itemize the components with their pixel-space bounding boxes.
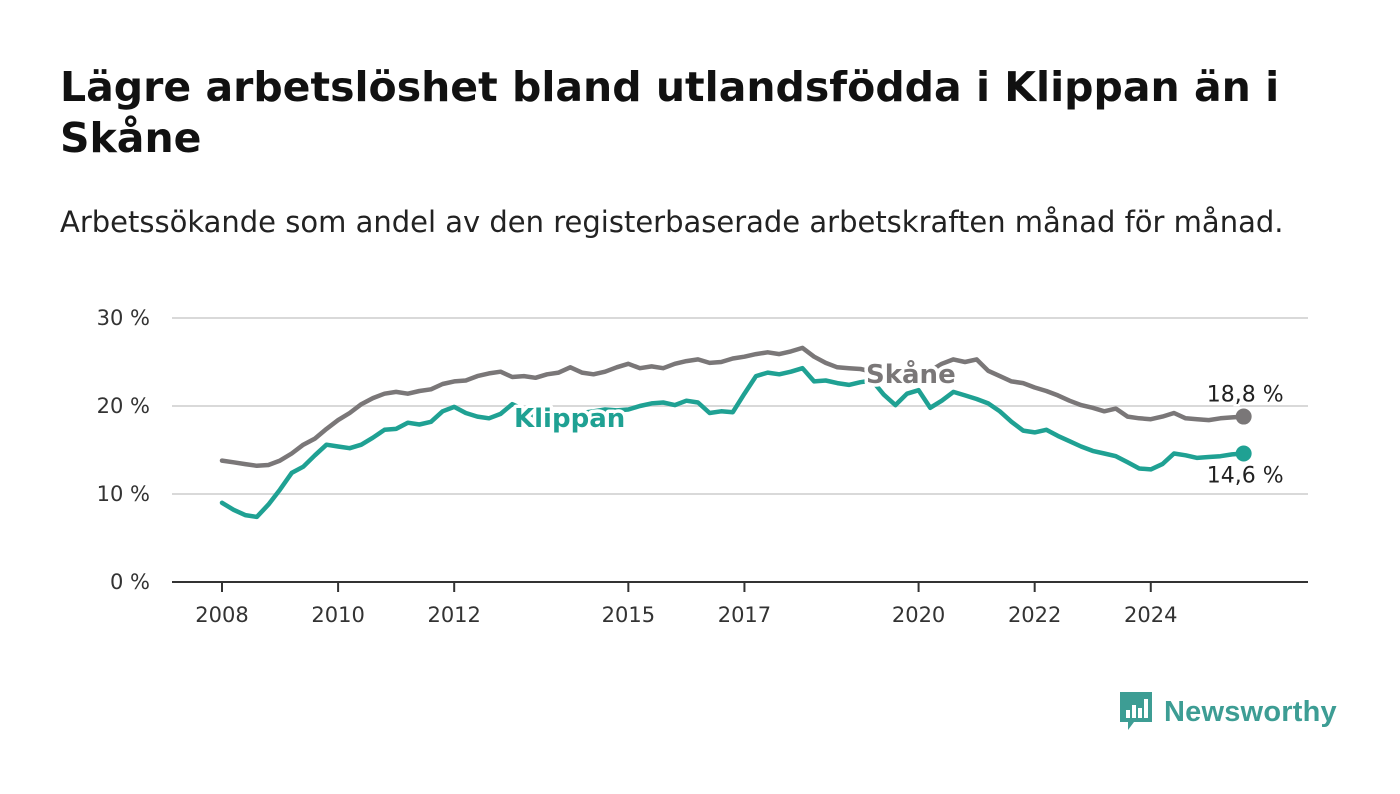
y-tick-label: 20 % — [97, 394, 150, 418]
chart-title: Lägre arbetslöshet bland utlandsfödda i … — [60, 63, 1280, 162]
y-axis-tick-labels: 0 % 10 % 20 % 30 % — [97, 306, 150, 594]
series-line-skåne — [219, 345, 1246, 469]
newsworthy-logo: Newsworthy — [1118, 690, 1337, 734]
x-axis-ticks: 2008 2010 2012 2015 2017 2020 2022 2024 — [195, 582, 1177, 627]
series-lines — [219, 345, 1246, 520]
end-marker-skåne — [1235, 408, 1252, 425]
series-label-klippan: Klippan — [514, 404, 625, 434]
newsworthy-bar-chart-icon — [1120, 692, 1152, 730]
x-tick-label: 2015 — [602, 603, 655, 627]
x-tick-label: 2024 — [1124, 603, 1177, 627]
y-tick-label: 30 % — [97, 306, 150, 330]
chart-subtitle: Arbetssökande som andel av den registerb… — [60, 205, 1284, 239]
end-value-label-klippan: 14,6 % — [1207, 464, 1284, 489]
end-value-label-skåne: 18,8 % — [1207, 383, 1284, 408]
series-label-skåne: Skåne — [866, 358, 956, 390]
end-markers: 18,8 % 14,6 % — [1204, 380, 1286, 491]
x-tick-label: 2020 — [892, 603, 945, 627]
x-tick-label: 2008 — [195, 603, 248, 627]
y-tick-label: 0 % — [110, 570, 150, 594]
end-marker-klippan — [1235, 445, 1252, 462]
series-labels: Skåne Klippan — [511, 355, 960, 438]
x-tick-label: 2010 — [311, 603, 364, 627]
x-tick-label: 2017 — [718, 603, 771, 627]
x-tick-label: 2012 — [427, 603, 480, 627]
logo-text: Newsworthy — [1164, 695, 1337, 728]
series-line-klippan — [219, 365, 1246, 520]
y-tick-label: 10 % — [97, 482, 150, 506]
x-tick-label: 2022 — [1008, 603, 1061, 627]
